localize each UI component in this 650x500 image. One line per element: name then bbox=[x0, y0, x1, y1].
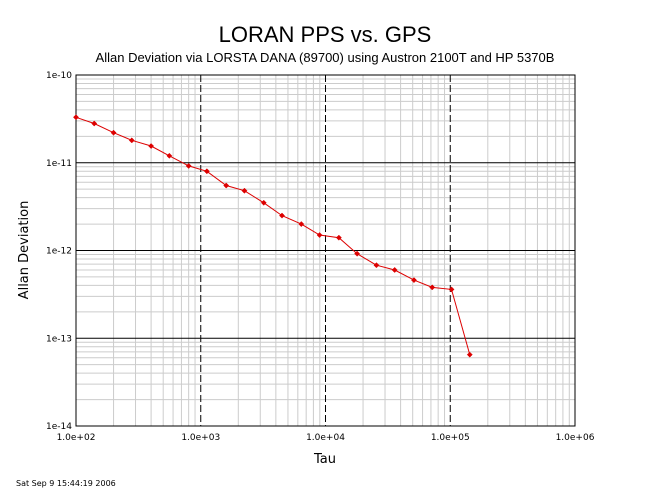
y-axis-label: Allan Deviation bbox=[17, 201, 32, 300]
data-point bbox=[411, 277, 417, 284]
data-point bbox=[91, 120, 98, 127]
data-point bbox=[110, 129, 117, 136]
series-line bbox=[75, 116, 471, 355]
series-group bbox=[73, 114, 473, 358]
x-axis-label: Tau bbox=[313, 452, 336, 467]
y-tick-label: 1e-11 bbox=[46, 159, 72, 169]
tick-labels: 1.0e+02 1.0e+03 1.0e+04 1.0e+05 1.0e+06 1e-10… bbox=[46, 71, 595, 443]
x-tick-label: 1.0e+06 bbox=[556, 433, 595, 443]
footer-timestamp: Sat Sep 9 15:44:19 2006 bbox=[16, 479, 116, 488]
data-point bbox=[373, 262, 380, 269]
x-tick-label: 1.0e+02 bbox=[57, 433, 96, 443]
data-point bbox=[335, 234, 342, 241]
plot-frame bbox=[75, 74, 576, 427]
data-point bbox=[203, 168, 210, 175]
y-tick-label: 1e-13 bbox=[46, 334, 72, 344]
data-point bbox=[166, 152, 173, 159]
data-point bbox=[429, 284, 436, 291]
x-tick-label: 1.0e+05 bbox=[431, 433, 470, 443]
data-point bbox=[279, 212, 285, 219]
data-point bbox=[466, 351, 473, 358]
data-point bbox=[354, 250, 361, 257]
data-point bbox=[241, 187, 248, 194]
chart-title: LORAN PPS vs. GPS bbox=[218, 22, 432, 47]
y-tick-label: 1e-14 bbox=[46, 422, 72, 432]
data-point bbox=[223, 182, 230, 189]
y-tick-label: 1e-12 bbox=[46, 247, 72, 257]
data-point bbox=[128, 137, 135, 144]
data-point bbox=[260, 199, 267, 206]
data-point bbox=[148, 143, 155, 150]
x-tick-label: 1.0e+04 bbox=[306, 433, 345, 443]
data-point bbox=[73, 114, 79, 121]
y-tick-label: 1e-10 bbox=[46, 71, 72, 81]
data-point bbox=[185, 162, 192, 169]
data-point bbox=[298, 221, 305, 228]
data-point bbox=[316, 232, 323, 239]
chart-subtitle: Allan Deviation via LORSTA DANA (89700) … bbox=[95, 50, 555, 65]
major-gridlines bbox=[76, 75, 575, 426]
x-tick-label: 1.0e+03 bbox=[181, 433, 220, 443]
data-point bbox=[391, 267, 398, 273]
data-point bbox=[448, 286, 455, 293]
